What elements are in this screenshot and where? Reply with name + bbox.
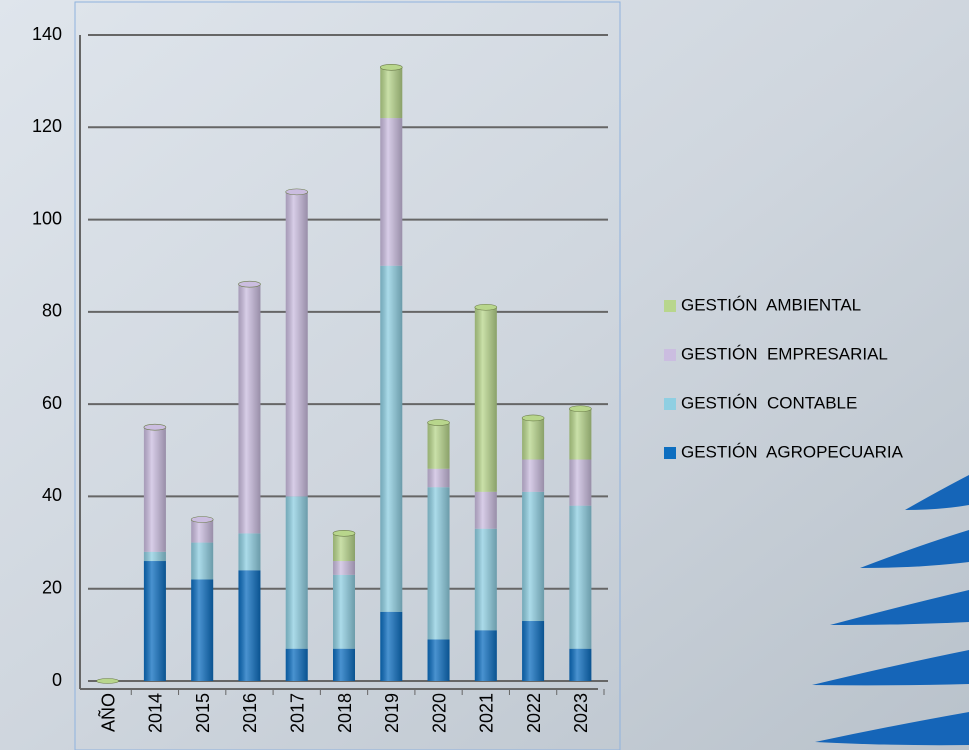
bar-shade: [333, 575, 355, 649]
bar-shade: [569, 506, 591, 649]
bar-shade: [144, 552, 166, 561]
bar-cap: [238, 281, 260, 287]
bar-shade: [522, 621, 544, 681]
x-tick-label: 2018: [335, 693, 355, 733]
bar-cap: [380, 64, 402, 70]
bar-shade: [144, 561, 166, 681]
bar-shade: [428, 487, 450, 639]
bar-cap: [475, 304, 497, 310]
legend-swatch: [664, 447, 676, 459]
x-tick-label: AÑO: [97, 693, 118, 732]
y-tick-label: 20: [42, 577, 62, 597]
bar-shade: [380, 118, 402, 266]
x-tick-label: 2014: [146, 693, 166, 733]
bar-cap: [569, 406, 591, 412]
bar-shade: [522, 460, 544, 492]
y-tick-label: 0: [52, 670, 62, 690]
bar-shade: [475, 630, 497, 681]
bar-shade: [569, 409, 591, 460]
bar-cap: [333, 530, 355, 536]
bar-shade: [522, 418, 544, 460]
bar-shade: [380, 67, 402, 118]
bar-cap: [286, 189, 308, 195]
bar-shade: [333, 533, 355, 561]
x-tick-label: 2020: [429, 693, 449, 733]
y-tick-label: 100: [32, 208, 62, 228]
bar-shade: [475, 307, 497, 492]
bar-shade: [286, 649, 308, 681]
bar-cap: [522, 415, 544, 421]
legend-swatch: [664, 398, 676, 410]
y-tick-label: 40: [42, 485, 62, 505]
bar-shade: [191, 543, 213, 580]
x-tick-label: 2023: [571, 693, 591, 733]
bar-shade: [144, 427, 166, 552]
legend-label: GESTIÓN AMBIENTAL: [681, 295, 861, 314]
bar-shade: [428, 469, 450, 487]
bar-shade: [569, 460, 591, 506]
legend-label: GESTIÓN CONTABLE: [681, 393, 857, 412]
bar-shade: [428, 639, 450, 681]
bar-shade: [191, 520, 213, 543]
legend-swatch: [664, 300, 676, 312]
bar-shade: [286, 192, 308, 497]
legend-label: GESTIÓN AGROPECUARIA: [681, 442, 904, 461]
bar-cap: [191, 517, 213, 523]
bar-shade: [286, 496, 308, 648]
legend-swatch: [664, 349, 676, 361]
bar-shade: [238, 284, 260, 533]
bar-cap: [428, 420, 450, 426]
bar-shade: [475, 529, 497, 631]
y-tick-label: 140: [32, 24, 62, 44]
bar-cap: [97, 679, 119, 684]
bar-shade: [333, 561, 355, 575]
bar-shade: [191, 579, 213, 681]
bar-cap: [144, 424, 166, 430]
x-tick-label: 2017: [287, 693, 307, 733]
bar-shade: [380, 266, 402, 612]
bar-shade: [428, 423, 450, 469]
bar-shade: [380, 612, 402, 681]
legend-label: GESTIÓN EMPRESARIAL: [681, 344, 888, 363]
x-tick-label: 2021: [477, 693, 497, 733]
x-tick-label: 2022: [524, 693, 544, 733]
x-tick-label: 2015: [193, 693, 213, 733]
y-tick-label: 80: [42, 301, 62, 321]
y-tick-label: 60: [42, 393, 62, 413]
bar-shade: [333, 649, 355, 681]
bar-shade: [522, 492, 544, 621]
chart: 0 20 40 60 80 100 120 140 AÑO 2014 2015 2016 2017 201…: [0, 0, 969, 750]
x-tick-label: 2016: [240, 693, 260, 733]
bar-shade: [238, 533, 260, 570]
bar-shade: [475, 492, 497, 529]
bar-shade: [569, 649, 591, 681]
x-tick-label: 2019: [382, 693, 402, 733]
y-tick-label: 120: [32, 116, 62, 136]
bar-shade: [238, 570, 260, 681]
